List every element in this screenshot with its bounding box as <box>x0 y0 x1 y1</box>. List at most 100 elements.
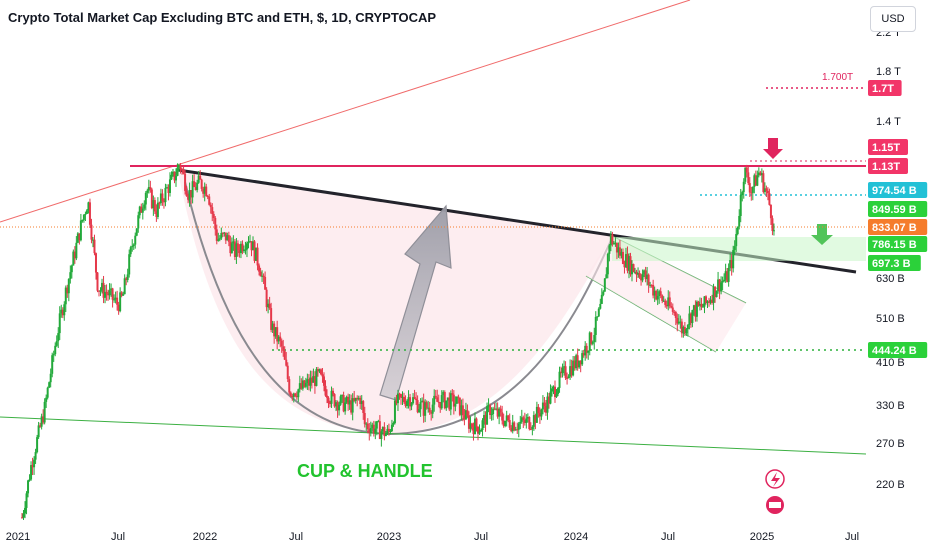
candle-body <box>242 249 245 252</box>
candle-body <box>138 206 141 216</box>
candle-body <box>603 278 606 292</box>
currency-selector[interactable]: USD <box>870 6 916 32</box>
candle-body <box>353 398 356 401</box>
candle-body <box>567 376 570 378</box>
candle-body <box>573 360 576 369</box>
candle-body <box>599 303 602 309</box>
candle-body <box>350 400 353 413</box>
candle-body <box>742 181 745 193</box>
price-badge-label: 1.13T <box>872 161 900 173</box>
drawings <box>0 0 866 455</box>
candle-body <box>505 415 508 421</box>
candle-body <box>552 386 555 389</box>
candle-body <box>581 353 584 365</box>
candle-body <box>82 214 85 220</box>
candle-body <box>179 164 182 170</box>
candle-body <box>714 286 717 298</box>
candle-body <box>36 437 39 453</box>
candle-body <box>451 393 454 395</box>
x-tick-label: 2025 <box>750 531 774 543</box>
price-badge-label: 786.15 B <box>872 239 917 251</box>
candle-body <box>197 175 200 183</box>
candle-body <box>470 423 473 428</box>
candle-body <box>480 430 483 432</box>
x-tick-label: Jul <box>661 531 675 543</box>
candle-body <box>200 179 203 189</box>
candle-body <box>760 173 763 176</box>
candle-body <box>395 400 398 404</box>
candle-body <box>69 272 72 279</box>
candle-body <box>576 355 579 368</box>
candle-body <box>187 196 190 200</box>
candle-body <box>111 288 114 300</box>
y-tick-label: 510 B <box>876 313 905 325</box>
candle-body <box>596 316 599 318</box>
candle-body <box>120 292 123 296</box>
candle-body <box>218 238 221 240</box>
candle-body <box>689 313 692 324</box>
candle-body <box>309 377 312 386</box>
candle-body <box>315 369 318 386</box>
candle-body <box>107 293 110 296</box>
candle-body <box>735 234 738 247</box>
candle-body <box>608 245 611 254</box>
candle-body <box>351 398 354 413</box>
candle-body <box>697 301 700 306</box>
candle-body <box>399 394 402 398</box>
candle-body <box>318 369 321 372</box>
candle-body <box>256 247 259 266</box>
candle-body <box>279 336 282 341</box>
candle-body <box>422 400 425 416</box>
price-badge-label: 1.7T <box>872 83 894 95</box>
candle-body <box>165 187 168 189</box>
candle-body <box>126 274 129 280</box>
candle-body <box>286 365 289 380</box>
candle-body <box>683 327 686 334</box>
candle-body <box>412 397 415 404</box>
candle-body <box>119 292 122 312</box>
candle-body <box>341 394 344 397</box>
candle-body <box>203 186 206 194</box>
candle-body <box>93 239 96 254</box>
candle-body <box>409 397 412 407</box>
x-tick-label: Jul <box>845 531 859 543</box>
candle-body <box>78 233 81 241</box>
candle-body <box>123 278 126 295</box>
candle-body <box>60 309 63 314</box>
candle-body <box>587 350 590 353</box>
candle-body <box>751 186 754 193</box>
candle-body <box>387 428 390 432</box>
candle-body <box>416 400 419 413</box>
candle-body <box>156 202 159 217</box>
candle-body <box>623 264 626 268</box>
candle-body <box>620 251 623 256</box>
candle-body <box>715 291 718 298</box>
candle-body <box>380 431 383 439</box>
candle-body <box>294 393 297 397</box>
candle-body <box>424 402 427 416</box>
candle-body <box>469 423 472 429</box>
candle-body <box>55 341 58 346</box>
x-tick-label: 2023 <box>377 531 401 543</box>
candle-body <box>241 243 244 252</box>
candle-body <box>369 428 372 434</box>
candle-body <box>347 396 350 405</box>
candle-body <box>727 267 730 282</box>
candle-body <box>135 228 138 236</box>
candle-body <box>733 246 736 251</box>
x-tick-label: Jul <box>474 531 488 543</box>
candle-body <box>750 192 753 194</box>
candle-body <box>745 167 748 173</box>
candle-body <box>641 274 644 281</box>
candle-body <box>401 396 404 398</box>
candle-body <box>671 307 674 312</box>
candle-body <box>771 218 774 231</box>
candle-body <box>617 247 620 253</box>
candle-body <box>258 265 261 272</box>
candle-body <box>634 271 637 273</box>
candle-body <box>316 369 319 372</box>
candle-body <box>594 316 597 335</box>
lightning-icon[interactable] <box>765 469 785 489</box>
time-axis[interactable]: 2021 Jul 2022 Jul 2023 Jul 2024 Jul 2025 Jul <box>6 531 859 543</box>
